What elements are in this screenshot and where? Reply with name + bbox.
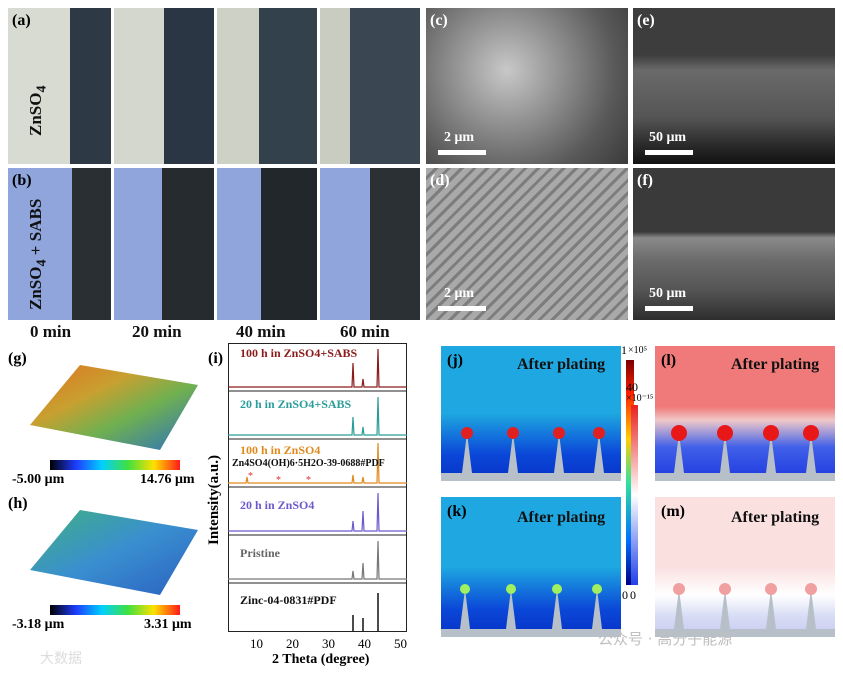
panel-d: (d) 2 μm xyxy=(426,168,628,320)
panel-f: (f) 50 μm xyxy=(633,168,835,320)
panel-b-row: (b) ZnSO4 + SABS xyxy=(8,168,420,320)
time-label-0: 0 min xyxy=(30,322,72,341)
svg-text:*: * xyxy=(248,471,253,482)
panel-j-tips xyxy=(461,427,605,481)
xrd-xlabel: 2 Theta (degree) xyxy=(272,652,370,667)
xrd-xtick-30: 30 xyxy=(322,636,335,651)
xrd-trace-label-5: Pristine xyxy=(240,546,280,560)
time-label-60: 60 min xyxy=(340,322,390,341)
colorbar-h xyxy=(50,605,180,615)
row-label-znso4-sabs: ZnSO4 + SABS xyxy=(26,198,50,310)
panel-label-f: (f) xyxy=(637,172,653,189)
panel-label-i: (i) xyxy=(208,350,224,367)
panel-label-d: (d) xyxy=(430,172,450,189)
time-label-40: 40 min xyxy=(236,322,286,341)
panel-j: (j) After plating xyxy=(441,346,621,481)
scalebar-f xyxy=(645,306,693,311)
scale-text-d: 2 μm xyxy=(444,286,475,301)
scale-text-f: 50 μm xyxy=(649,286,687,301)
panel-label-g: (g) xyxy=(8,350,27,367)
row-a-img2 xyxy=(114,8,214,164)
xrd-xtick-20: 20 xyxy=(286,636,299,651)
panel-label-e: (e) xyxy=(637,12,655,29)
svg-text:*: * xyxy=(276,475,281,486)
panel-m: (m) After plating xyxy=(655,497,835,637)
colorbar-jk xyxy=(626,360,634,585)
panel-k: (k) After plating xyxy=(441,497,621,637)
xrd-pdf-note: Zn4SO4(OH)6·5H2O-39-0688#PDF xyxy=(232,458,385,469)
profilometry-g-surface xyxy=(30,365,198,450)
panel-label-j: (j) xyxy=(447,352,463,369)
panel-l-tips xyxy=(671,425,819,481)
panel-label-a: (a) xyxy=(12,12,31,29)
scalebar-c xyxy=(438,150,486,155)
panel-m-title: After plating xyxy=(731,509,820,526)
panel-l-title: After plating xyxy=(731,356,820,373)
xrd-trace-label-6: Zinc-04-0831#PDF xyxy=(240,593,337,607)
scalebar-e xyxy=(645,150,693,155)
panel-j-base xyxy=(441,473,621,481)
colorbar-jk-unit: ×10⁵ xyxy=(628,345,648,356)
scale-text-e: 50 μm xyxy=(649,130,687,145)
xrd-trace-label-3: 100 h in ZnSO4 xyxy=(240,443,321,457)
colorbar-lm-top: 40 xyxy=(626,380,638,394)
panel-e: (e) 50 μm xyxy=(633,8,835,164)
scalebar-d xyxy=(438,306,486,311)
xrd-xtick-10: 10 xyxy=(250,636,263,651)
panel-label-c: (c) xyxy=(430,12,448,29)
panel-label-k: (k) xyxy=(447,503,467,520)
colorbar-g xyxy=(50,460,180,470)
row-label-znso4: ZnSO4 xyxy=(26,85,50,136)
colorbar-g-max: 14.76 μm xyxy=(140,472,195,487)
xrd-xtick-50: 50 xyxy=(394,636,407,651)
panel-label-l: (l) xyxy=(661,352,677,369)
watermark-right: 公众号 · 高分子能源 xyxy=(598,630,733,648)
panel-k-base xyxy=(441,629,621,637)
row-b-img3 xyxy=(217,168,317,320)
panel-label-b: (b) xyxy=(12,172,32,189)
colorbar-h-min: -3.18 μm xyxy=(12,617,65,632)
colorbar-jk-top: 1 xyxy=(621,343,627,357)
xrd-trace-label-2: 20 h in ZnSO4+SABS xyxy=(240,397,352,411)
panel-l: (l) After plating xyxy=(655,346,835,481)
panel-a-row: (a) ZnSO4 xyxy=(8,8,420,164)
xrd-trace-label-4: 20 h in ZnSO4 xyxy=(240,498,315,512)
xrd-ylabel: Intensity(a.u.) xyxy=(206,454,222,545)
panel-m-tips xyxy=(673,583,817,637)
colorbar-lm-unit: ×10⁻¹⁵ xyxy=(626,393,654,404)
panel-m-base xyxy=(655,629,835,637)
row-a-img1 xyxy=(8,8,111,164)
watermark-left: 大数据 xyxy=(40,651,82,667)
colorbar-h-max: 3.31 μm xyxy=(144,617,192,632)
panel-k-title: After plating xyxy=(517,509,606,526)
row-b-img4 xyxy=(320,168,420,320)
profilometry-h-surface xyxy=(30,510,198,595)
xrd-trace-label-1: 100 h in ZnSO4+SABS xyxy=(240,346,358,360)
row-a-img3 xyxy=(217,8,317,164)
colorbar-lm xyxy=(631,405,638,585)
scale-text-c: 2 μm xyxy=(444,130,475,145)
panel-label-h: (h) xyxy=(8,495,28,512)
row-a-img4 xyxy=(320,8,420,164)
colorbar-lm-bottom: 0 xyxy=(630,588,636,602)
panel-label-m: (m) xyxy=(661,503,685,520)
panel-c: (c) 2 μm xyxy=(426,8,628,164)
time-label-20: 20 min xyxy=(132,322,182,341)
colorbar-jk-bottom: 0 xyxy=(622,588,628,602)
svg-text:*: * xyxy=(306,475,311,486)
panel-l-base xyxy=(655,473,835,481)
row-b-img1 xyxy=(8,168,111,320)
xrd-xtick-40: 40 xyxy=(358,636,371,651)
panel-k-tips xyxy=(459,584,603,637)
colorbar-g-min: -5.00 μm xyxy=(12,472,65,487)
row-b-img2 xyxy=(114,168,214,320)
xrd-plot: * * * xyxy=(228,343,407,632)
panel-j-title: After plating xyxy=(517,356,606,373)
